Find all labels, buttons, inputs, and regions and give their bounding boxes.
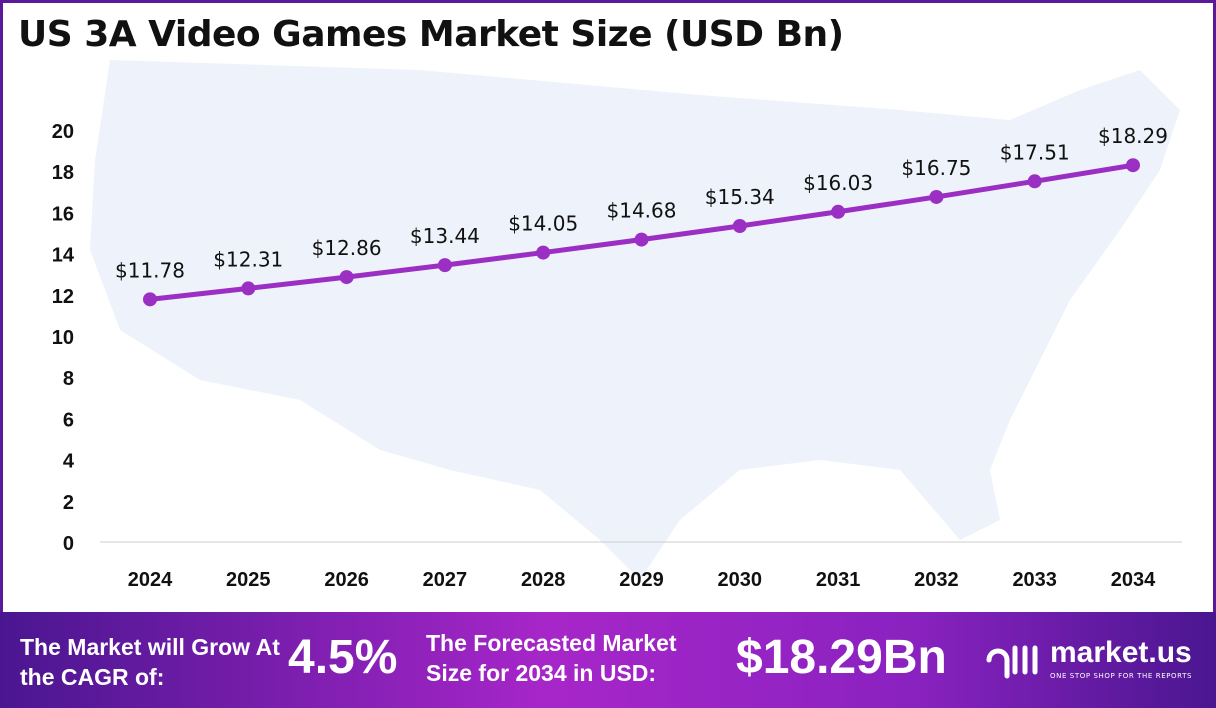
logo-text: market.us xyxy=(1050,636,1192,669)
cagr-value: 4.5% xyxy=(288,631,398,684)
chart-title: US 3A Video Games Market Size (USD Bn) xyxy=(18,14,844,55)
data-point xyxy=(732,218,747,233)
x-tick-label: 2027 xyxy=(423,569,468,591)
y-tick-label: 16 xyxy=(52,203,74,225)
x-tick-label: 2033 xyxy=(1012,569,1057,591)
data-point xyxy=(339,270,354,285)
data-label: $12.86 xyxy=(312,236,382,260)
x-tick-label: 2024 xyxy=(128,569,173,591)
y-tick-label: 0 xyxy=(63,533,74,555)
data-label: $18.29 xyxy=(1098,124,1168,148)
y-tick-label: 18 xyxy=(52,162,74,184)
data-point xyxy=(437,258,452,273)
data-point xyxy=(929,189,944,204)
data-point xyxy=(831,204,846,219)
data-label: $14.68 xyxy=(607,199,677,223)
y-tick-label: 2 xyxy=(63,492,74,514)
y-tick-label: 20 xyxy=(52,121,74,143)
forecast-value: $18.29Bn xyxy=(736,631,947,684)
data-label: $16.75 xyxy=(901,156,971,180)
logo-tagline: ONE STOP SHOP FOR THE REPORTS xyxy=(1050,672,1193,680)
footer-banner: The Market will Grow At the CAGR of: 4.5… xyxy=(0,612,1216,708)
y-tick-label: 6 xyxy=(63,409,74,431)
chart-frame xyxy=(0,0,1216,613)
x-tick-label: 2029 xyxy=(619,569,664,591)
data-point xyxy=(634,232,649,247)
x-tick-label: 2025 xyxy=(226,569,271,591)
cagr-label: The Market will Grow At the CAGR of: xyxy=(20,634,280,690)
x-tick-label: 2031 xyxy=(816,569,861,591)
data-point xyxy=(1126,158,1140,173)
x-tick-label: 2032 xyxy=(914,569,959,591)
us-map-background xyxy=(90,60,1180,580)
y-tick-label: 8 xyxy=(63,368,74,390)
line-chart: 0 2 4 6 8 10 12 14 16 18 20 2024 2025 2026 2027 2028 20… xyxy=(52,60,1182,591)
data-point xyxy=(536,245,551,260)
data-label: $13.44 xyxy=(410,224,480,248)
data-point xyxy=(241,281,256,296)
x-tick-label: 2034 xyxy=(1111,569,1156,591)
data-label: $16.03 xyxy=(803,171,873,195)
y-tick-label: 14 xyxy=(52,245,75,267)
data-point xyxy=(143,292,157,307)
data-label: $12.31 xyxy=(213,247,283,271)
y-tick-label: 12 xyxy=(52,286,74,308)
y-tick-label: 10 xyxy=(52,327,74,349)
data-label: $14.05 xyxy=(508,212,578,236)
data-label: $15.34 xyxy=(705,185,775,209)
data-point xyxy=(1027,174,1042,189)
data-label: $11.78 xyxy=(115,258,185,282)
x-tick-label: 2030 xyxy=(718,569,763,591)
market-us-logo-icon xyxy=(986,645,1038,679)
data-label: $17.51 xyxy=(1000,140,1070,164)
x-tick-label: 2028 xyxy=(521,569,566,591)
x-tick-label: 2026 xyxy=(324,569,369,591)
forecast-label: The Forecasted Market Size for 2034 in U… xyxy=(426,630,677,686)
y-tick-label: 4 xyxy=(63,451,75,473)
